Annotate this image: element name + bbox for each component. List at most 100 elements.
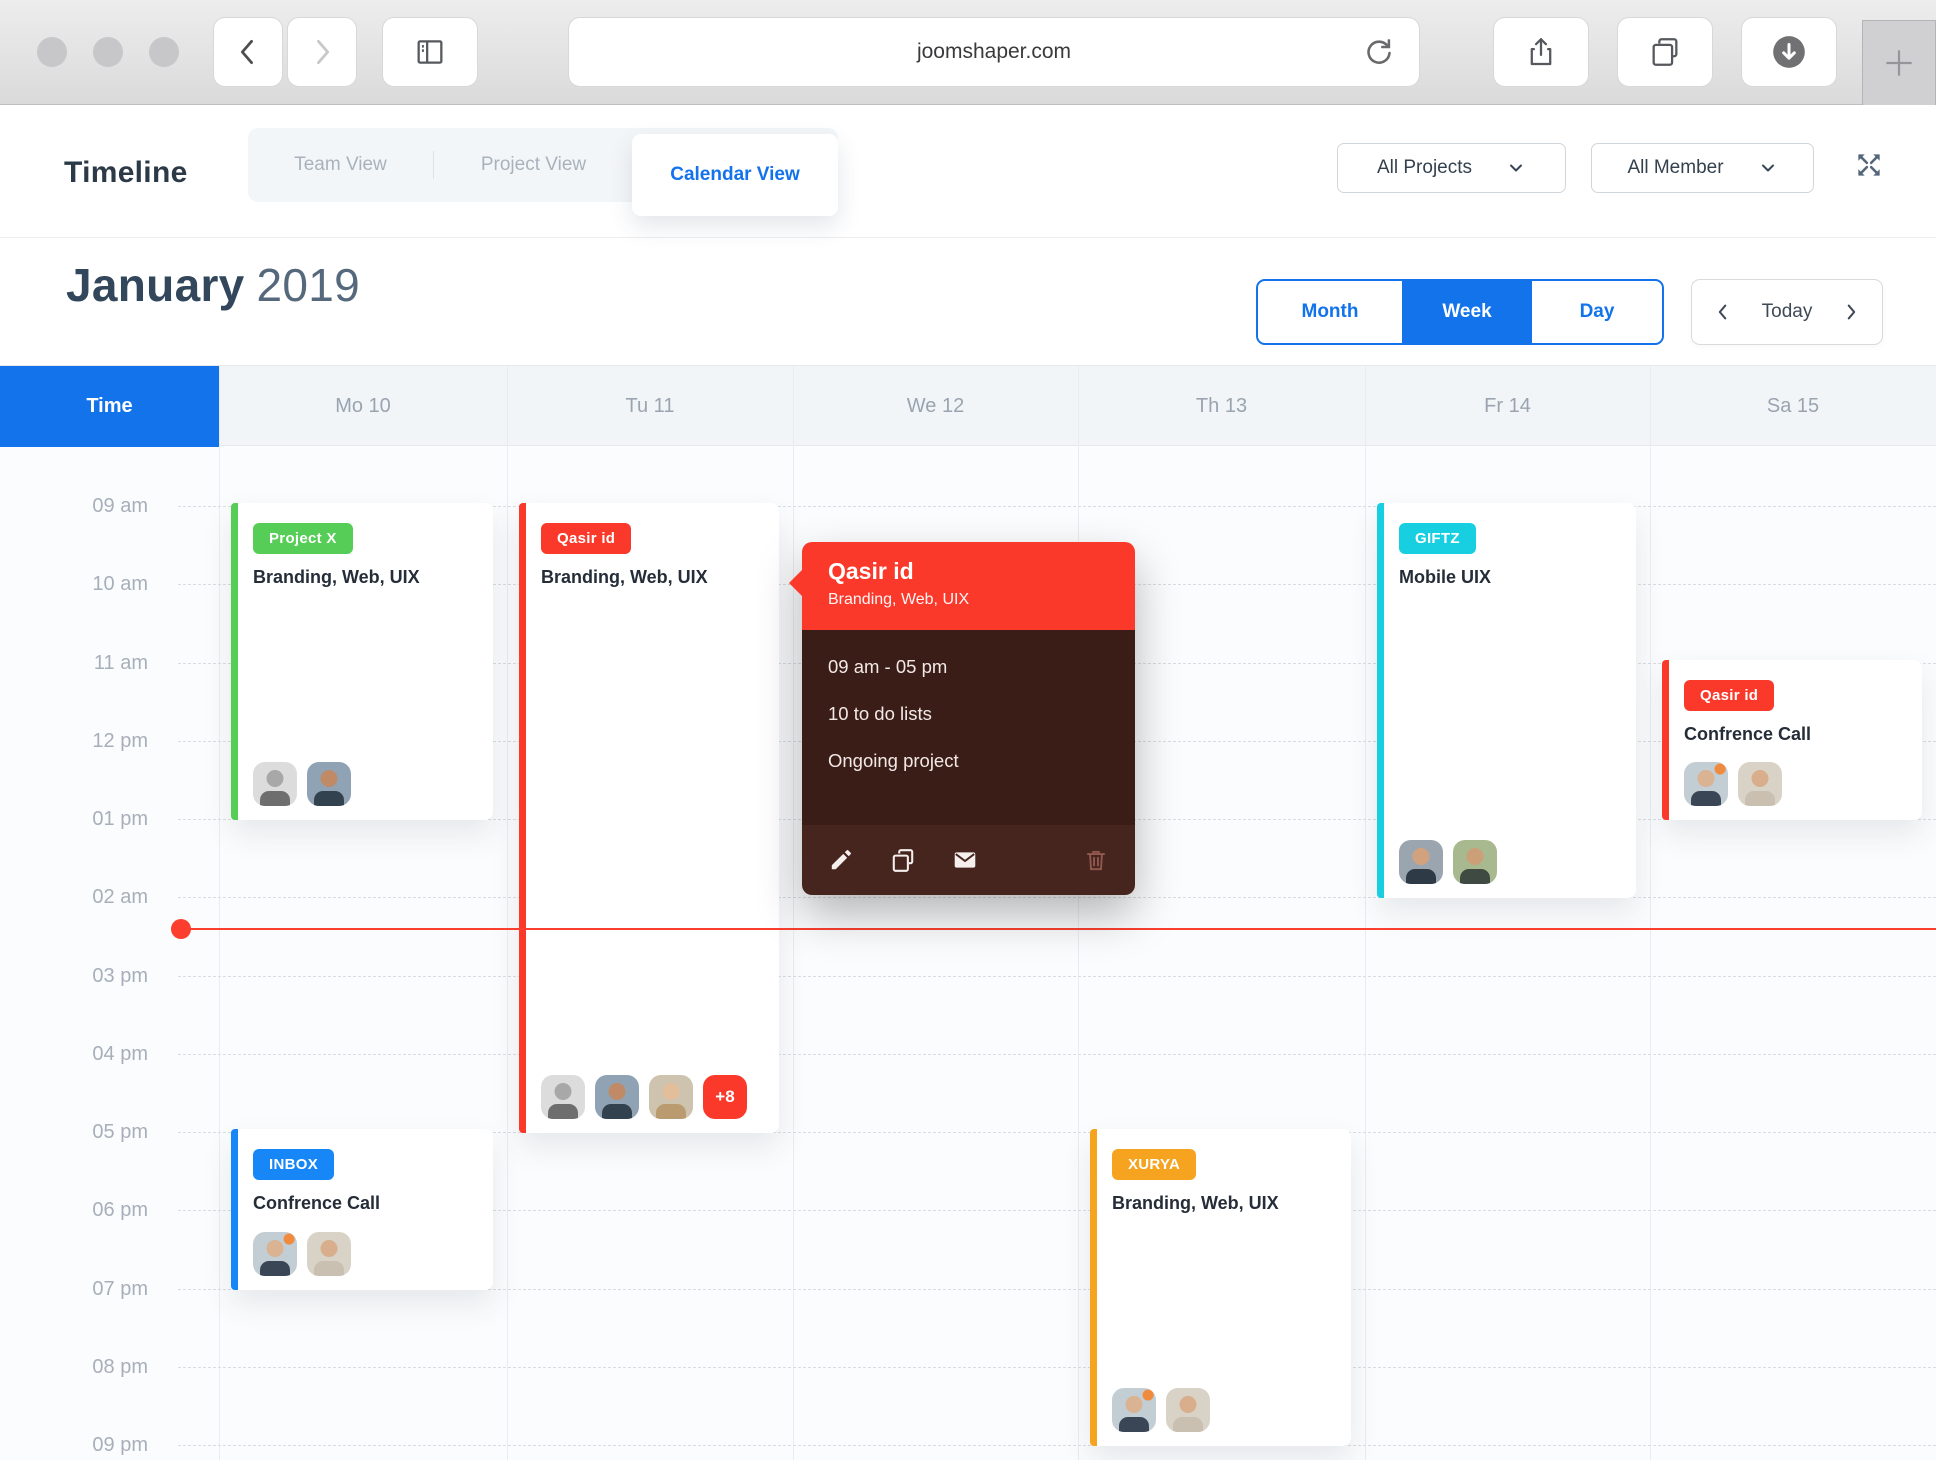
- downloads-button[interactable]: [1741, 17, 1837, 87]
- sidebar-toggle-button[interactable]: [382, 17, 478, 87]
- event-card-xurya[interactable]: XURYA Branding, Web, UIX: [1090, 1129, 1351, 1446]
- copy-icon[interactable]: [890, 847, 916, 873]
- page-title: Timeline: [64, 156, 188, 189]
- chevron-down-icon: [1758, 158, 1778, 178]
- hour-label: 10 am: [92, 573, 148, 596]
- event-card-inbox[interactable]: INBOX Confrence Call: [231, 1129, 493, 1290]
- address-bar[interactable]: joomshaper.com: [568, 17, 1420, 87]
- time-column-header: Time: [0, 366, 219, 447]
- today-button[interactable]: Today: [1761, 301, 1813, 322]
- tab-divider: [433, 151, 434, 179]
- tab-overview-button[interactable]: [1617, 17, 1713, 87]
- view-day-button[interactable]: Day: [1579, 301, 1615, 322]
- event-title: Mobile UIX: [1399, 567, 1492, 587]
- today-control: Today: [1691, 279, 1883, 345]
- hour-grid-line: [178, 1132, 1936, 1133]
- event-title: Branding, Web, UIX: [1112, 1193, 1279, 1213]
- event-accent-bar: [1377, 503, 1384, 899]
- prev-icon[interactable]: [1712, 301, 1734, 323]
- day-header-mo-10: Mo 10: [335, 394, 391, 417]
- tab-team-view[interactable]: Team View: [294, 154, 387, 175]
- member-filter-dropdown[interactable]: All Member: [1591, 143, 1814, 193]
- projects-filter-dropdown[interactable]: All Projects: [1337, 143, 1566, 193]
- window-minimize-button[interactable]: [93, 37, 123, 67]
- app-header: Timeline Team View Project View Calendar…: [0, 106, 1936, 238]
- next-icon[interactable]: [1840, 301, 1862, 323]
- trash-icon[interactable]: [1083, 847, 1109, 873]
- share-button[interactable]: [1493, 17, 1589, 87]
- hour-grid-line: [178, 1288, 1936, 1290]
- avatar: [1684, 762, 1728, 806]
- popup-arrow: [789, 570, 802, 596]
- back-icon: [231, 35, 265, 69]
- year-label: 2019: [256, 259, 361, 311]
- column-grid-line: [1365, 366, 1366, 1460]
- event-badge: Project X: [253, 523, 353, 554]
- avatar: [307, 762, 351, 806]
- tab-calendar-view[interactable]: Calendar View: [632, 134, 838, 216]
- overflow-count-badge[interactable]: +8: [703, 1075, 747, 1119]
- event-card-giftz[interactable]: GIFTZ Mobile UIX: [1377, 503, 1636, 899]
- event-accent-bar: [231, 503, 238, 820]
- projects-filter-label: All Projects: [1376, 157, 1473, 178]
- event-title: Branding, Web, UIX: [541, 567, 708, 587]
- tabs-icon: [1648, 35, 1682, 69]
- event-title: Branding, Web, UIX: [253, 567, 420, 587]
- tab-project-view[interactable]: Project View: [480, 154, 587, 175]
- day-header-th-13: Th 13: [1195, 394, 1248, 417]
- event-card-qasir-id-saturday[interactable]: Qasir id Confrence Call: [1662, 659, 1922, 820]
- download-icon: [1769, 32, 1809, 72]
- event-avatars: [253, 1231, 351, 1276]
- event-card-qasir-id-tuesday[interactable]: Qasir id Branding, Web, UIX +8: [519, 503, 779, 1133]
- event-avatars: [1684, 762, 1782, 806]
- day-header-fr-14: Fr 14: [1484, 394, 1531, 417]
- event-card-project-x[interactable]: Project X Branding, Web, UIX: [231, 503, 493, 820]
- hour-label: 05 pm: [92, 1121, 148, 1143]
- back-button[interactable]: [213, 17, 283, 87]
- view-switcher: Month Week Day: [1256, 279, 1664, 345]
- sidebar-icon: [413, 35, 447, 69]
- event-badge: Qasir id: [1684, 679, 1775, 711]
- avatar: [253, 762, 297, 806]
- column-grid-line: [1650, 366, 1651, 1460]
- fullscreen-button[interactable]: [1850, 146, 1888, 184]
- view-week-button[interactable]: Week: [1402, 281, 1532, 343]
- mail-icon[interactable]: [952, 847, 978, 873]
- window-close-button[interactable]: [37, 37, 67, 67]
- fullscreen-icon: [1853, 149, 1885, 181]
- avatar: [1166, 1388, 1210, 1432]
- edit-icon[interactable]: [828, 847, 854, 873]
- hour-label: 08 pm: [92, 1355, 148, 1378]
- hour-grid-line: [178, 1053, 1936, 1055]
- event-accent-bar: [1662, 659, 1669, 820]
- hour-label: 02 am: [92, 886, 148, 909]
- hour-label: 09 pm: [92, 1434, 148, 1456]
- hour-grid-line: [178, 1210, 1936, 1212]
- popup-subtitle: Branding, Web, UIX: [828, 591, 970, 608]
- reload-button[interactable]: [1361, 35, 1397, 71]
- month-name: January: [66, 259, 245, 311]
- window-zoom-button[interactable]: [149, 37, 179, 67]
- share-icon: [1524, 35, 1558, 69]
- member-filter-label: All Member: [1627, 157, 1724, 178]
- hour-grid-line: [178, 1445, 1936, 1446]
- view-month-button[interactable]: Month: [1301, 301, 1359, 322]
- event-badge: GIFTZ: [1399, 523, 1476, 554]
- avatar: [307, 1231, 351, 1276]
- day-header-tu-11: Tu 11: [625, 394, 675, 417]
- hour-label: 03 pm: [92, 964, 148, 987]
- column-grid-line: [219, 366, 220, 1460]
- month-title: January 2019: [66, 258, 360, 312]
- now-indicator-dot: [171, 919, 191, 939]
- event-title: Confrence Call: [253, 1193, 381, 1213]
- popup-actions: [802, 825, 1135, 895]
- calendar-grid: Mo 10 Tu 11 We 12 Th 13 Fr 14 Sa 15 Time 09 a…: [0, 365, 1936, 1460]
- hour-label: 04 pm: [92, 1042, 148, 1065]
- hour-grid-line: [178, 1366, 1936, 1368]
- event-avatars: +8: [541, 1075, 747, 1119]
- avatar: [253, 1231, 297, 1276]
- forward-button[interactable]: [287, 17, 357, 87]
- new-tab-button[interactable]: [1862, 20, 1936, 105]
- hour-label: 11 am: [93, 651, 148, 674]
